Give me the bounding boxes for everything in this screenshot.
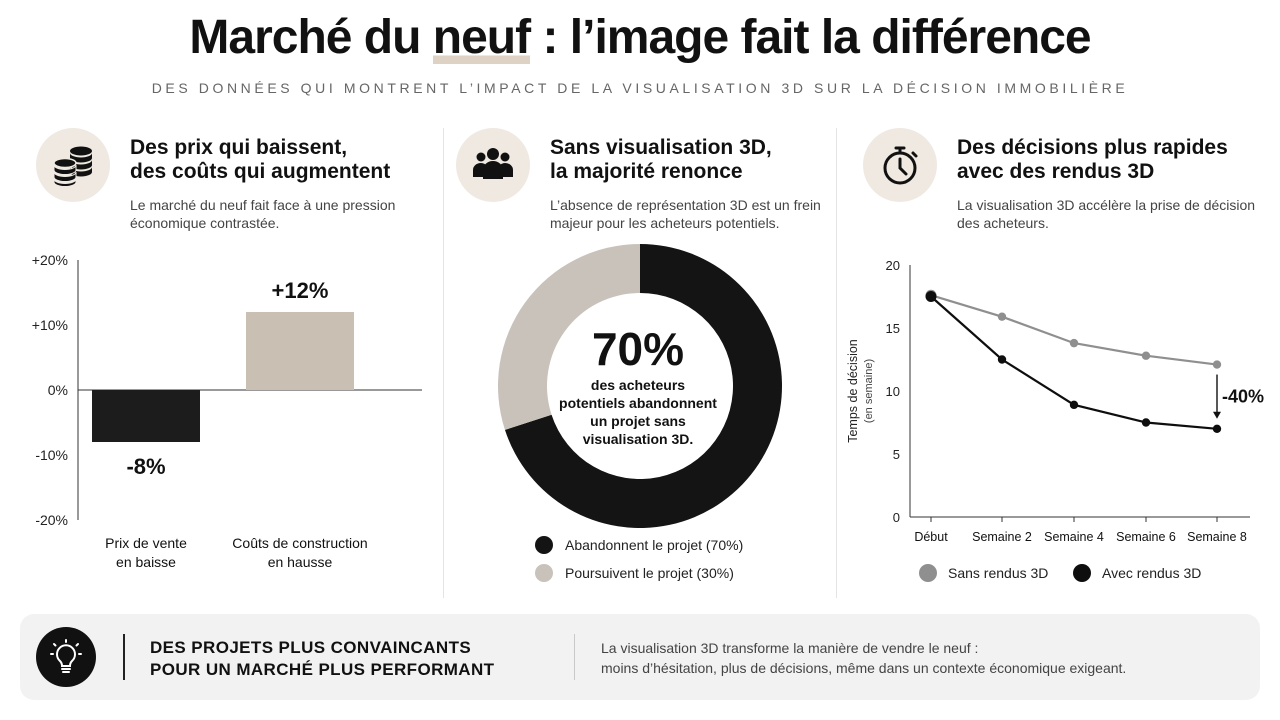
- line-y-tick-label: 0: [893, 510, 900, 525]
- page-subtitle: DES DONNÉES QUI MONTRENT L’IMPACT DE LA …: [151, 80, 1129, 96]
- bar: [246, 312, 354, 390]
- column-2-description: L’absence de représentation 3D est un fr…: [550, 197, 821, 231]
- line-point: [997, 312, 1007, 321]
- banner-separator: [123, 634, 125, 680]
- line-series: [930, 294, 1218, 366]
- bar-category-label: en hausse: [268, 554, 333, 570]
- bar-category-label: Coûts de construction: [232, 535, 367, 551]
- line-point: [1069, 338, 1079, 348]
- title-highlight: neuf: [432, 11, 531, 64]
- line-y-tick-label: 10: [886, 384, 900, 399]
- bar-value-label: +12%: [272, 278, 329, 303]
- reduction-arrowhead: [1213, 411, 1221, 419]
- line-x-tick-label: Semaine 4: [1044, 530, 1104, 544]
- bar-category-label: en baisse: [116, 554, 176, 570]
- bar: [92, 390, 200, 442]
- column-3-title: Des décisions plus rapides avec des rendu…: [957, 136, 1228, 183]
- bar-y-tick-label: +10%: [32, 317, 68, 333]
- page-title: Marché du neuf : l’image fait la différe…: [0, 10, 1280, 65]
- line-point: [1212, 424, 1222, 433]
- line-point: [1069, 400, 1079, 410]
- line-point: [997, 355, 1007, 364]
- bar-y-tick-label: -20%: [35, 512, 68, 528]
- donut-center-value: 70%: [591, 323, 685, 375]
- line-y-tick-label: 5: [893, 447, 900, 462]
- people-group-icon: [456, 128, 530, 202]
- column-divider-2: [836, 128, 837, 598]
- donut-slice: [498, 244, 640, 430]
- reduction-annotation: -40%: [1222, 387, 1264, 407]
- bar-value-label: -8%: [126, 454, 165, 479]
- coins-stack-icon: [36, 128, 110, 202]
- line-chart: 20 15 10 5 0 Début Semaine 2 Semaine 4 Semaine 6…: [846, 258, 1264, 582]
- line-y-axis-sublabel: (en semaine): [863, 359, 875, 423]
- bar-y-tick-label: 0%: [48, 382, 68, 398]
- line-point: [1141, 351, 1151, 360]
- line-legend-dot: [1073, 564, 1091, 582]
- line-y-tick-label: 20: [886, 258, 900, 273]
- donut-legend-abandon: Abandonnent le projet (70%): [535, 536, 743, 554]
- line-x-tick-label: Semaine 8: [1187, 530, 1247, 544]
- column-divider-1: [443, 128, 444, 598]
- title-pre: Marché du: [189, 11, 433, 64]
- column-2-title: Sans visualisation 3D, la majorité renonc…: [550, 136, 772, 183]
- column-1-title: Des prix qui baissent, des coûts qui augm…: [130, 136, 391, 183]
- column-3-description: La visualisation 3D accélère la prise de…: [957, 197, 1256, 231]
- donut-center-label: 70% des acheteurs potentiels abandonnent…: [548, 324, 728, 448]
- stopwatch-icon: [863, 128, 937, 202]
- banner-heading: DES PROJETS PLUS CONVAINCANTS POUR UN MAR…: [150, 638, 495, 679]
- line-point: [925, 291, 937, 302]
- line-x-tick-label: Semaine 6: [1116, 530, 1176, 544]
- banner-text: La visualisation 3D transforme la manièr…: [601, 640, 1127, 676]
- line-legend-label: Sans rendus 3D: [948, 565, 1048, 581]
- donut-center-text: des acheteurs potentiels abandonnent un …: [559, 377, 717, 447]
- bar-chart: +20% +10% 0% -10% -20% -8% Prix de vente en bai…: [32, 252, 422, 570]
- donut-legend-continue: Poursuivent le projet (30%): [535, 564, 734, 582]
- line-y-axis-label: Temps de décision: [846, 339, 860, 443]
- legend-dot: [535, 564, 553, 582]
- lightbulb-icon: [36, 627, 96, 687]
- bar-y-tick-label: -10%: [35, 447, 68, 463]
- column-1-description: Le marché du neuf fait face à une pressi…: [130, 197, 396, 231]
- line-x-tick-label: Début: [914, 530, 948, 544]
- line-x-tick-label: Semaine 2: [972, 530, 1032, 544]
- line-legend-label: Avec rendus 3D: [1102, 565, 1201, 581]
- donut-chart: [498, 244, 782, 528]
- line-legend-dot: [919, 564, 937, 582]
- bar-y-tick-label: +20%: [32, 252, 68, 268]
- legend-dot: [535, 536, 553, 554]
- donut-slice: [504, 244, 782, 528]
- line-point: [1141, 418, 1151, 427]
- banner-separator-thin: [574, 634, 575, 680]
- bottom-banner: DES PROJETS PLUS CONVAINCANTS POUR UN MAR…: [20, 614, 1260, 700]
- line-point: [1212, 360, 1222, 369]
- title-post: : l’image fait la différence: [530, 11, 1091, 64]
- bar-category-label: Prix de vente: [105, 535, 187, 551]
- line-y-tick-label: 15: [886, 321, 900, 336]
